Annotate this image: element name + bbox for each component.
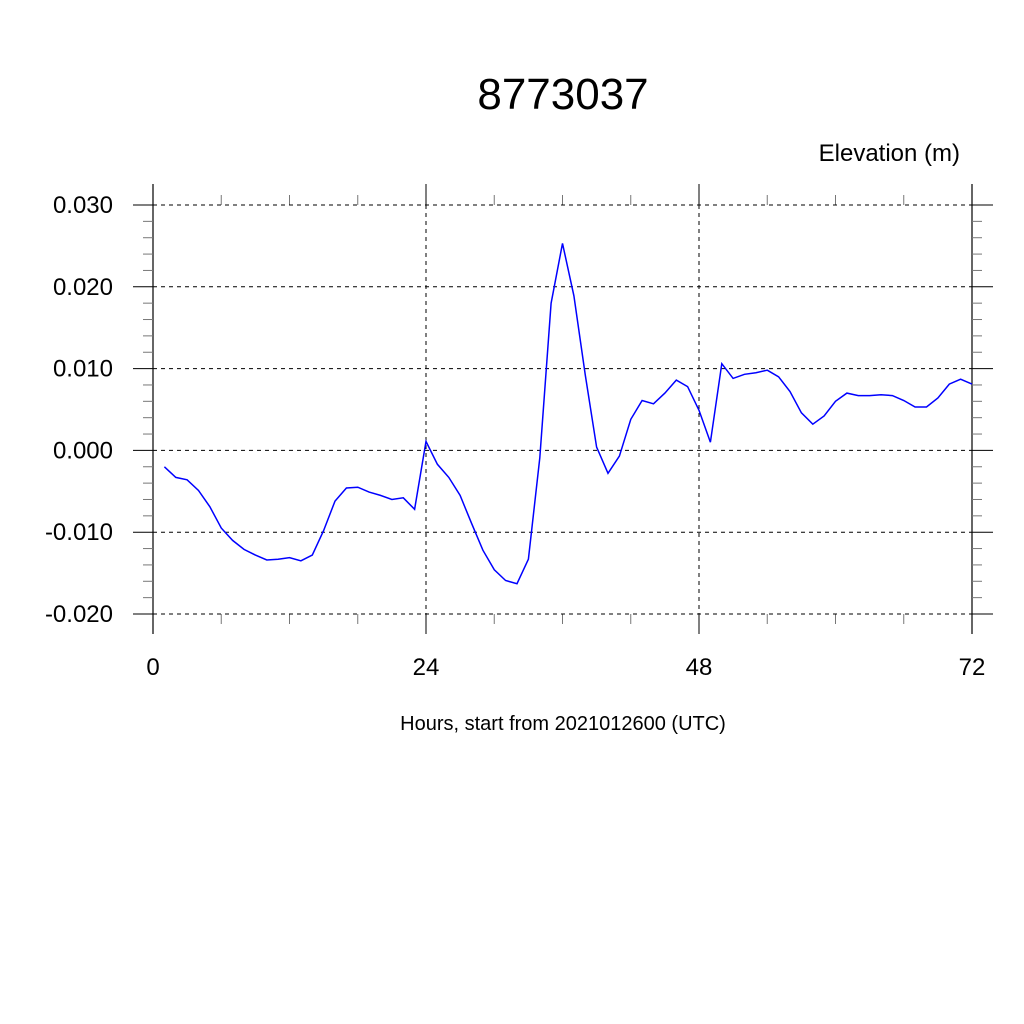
grid-lines <box>153 204 972 615</box>
x-tick-label: 48 <box>686 654 713 681</box>
series-line <box>163 243 973 585</box>
y-tick-label: 0.010 <box>53 356 113 383</box>
y-tick-label: 0.020 <box>53 274 113 301</box>
axes <box>133 184 993 634</box>
chart-title: 8773037 <box>477 70 648 119</box>
tick-labels: -0.020 -0.010 0.000 0.010 0.020 0.030 0 24 48 72 <box>45 192 985 681</box>
x-tick-label: 72 <box>959 654 986 681</box>
y-tick-label: -0.020 <box>45 601 113 628</box>
chart-subtitle: Elevation (m) <box>819 140 960 167</box>
y-tick-label: 0.030 <box>53 192 113 219</box>
x-tick-label: 24 <box>413 654 440 681</box>
x-axis-label: Hours, start from 2021012600 (UTC) <box>400 713 726 735</box>
y-tick-label: -0.010 <box>45 519 113 546</box>
x-tick-label: 0 <box>146 654 159 681</box>
y-tick-label: 0.000 <box>53 437 113 464</box>
